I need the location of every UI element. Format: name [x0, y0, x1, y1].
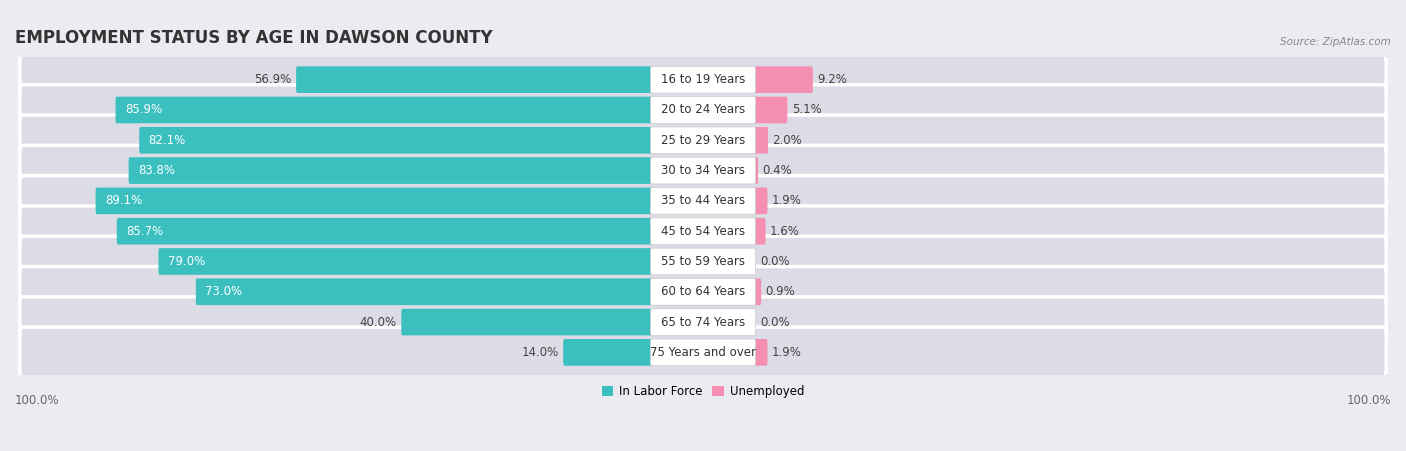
FancyBboxPatch shape	[297, 66, 652, 93]
FancyBboxPatch shape	[754, 339, 768, 366]
FancyBboxPatch shape	[20, 267, 1386, 317]
FancyBboxPatch shape	[651, 309, 755, 336]
FancyBboxPatch shape	[651, 66, 755, 93]
Text: 0.9%: 0.9%	[766, 285, 796, 298]
FancyBboxPatch shape	[20, 327, 1386, 377]
Text: 82.1%: 82.1%	[149, 134, 186, 147]
FancyBboxPatch shape	[20, 206, 1386, 257]
FancyBboxPatch shape	[754, 188, 768, 214]
FancyBboxPatch shape	[754, 278, 761, 305]
Text: 60 to 64 Years: 60 to 64 Years	[661, 285, 745, 298]
Text: 0.0%: 0.0%	[761, 255, 790, 268]
FancyBboxPatch shape	[651, 248, 755, 275]
FancyBboxPatch shape	[117, 218, 652, 244]
Legend: In Labor Force, Unemployed: In Labor Force, Unemployed	[602, 385, 804, 398]
Text: 30 to 34 Years: 30 to 34 Years	[661, 164, 745, 177]
FancyBboxPatch shape	[20, 297, 1386, 347]
FancyBboxPatch shape	[651, 188, 755, 214]
Text: 65 to 74 Years: 65 to 74 Years	[661, 316, 745, 329]
FancyBboxPatch shape	[20, 85, 1386, 135]
Text: 0.4%: 0.4%	[762, 164, 793, 177]
FancyBboxPatch shape	[195, 278, 652, 305]
FancyBboxPatch shape	[20, 175, 1386, 226]
Text: 9.2%: 9.2%	[817, 73, 848, 86]
FancyBboxPatch shape	[651, 127, 755, 154]
FancyBboxPatch shape	[651, 218, 755, 244]
FancyBboxPatch shape	[20, 55, 1386, 105]
Text: 100.0%: 100.0%	[15, 394, 59, 407]
FancyBboxPatch shape	[96, 188, 652, 214]
FancyBboxPatch shape	[754, 66, 813, 93]
Text: 83.8%: 83.8%	[138, 164, 174, 177]
FancyBboxPatch shape	[115, 97, 652, 123]
FancyBboxPatch shape	[651, 157, 755, 184]
FancyBboxPatch shape	[754, 127, 768, 154]
Text: 100.0%: 100.0%	[1347, 394, 1391, 407]
FancyBboxPatch shape	[651, 97, 755, 123]
Text: 40.0%: 40.0%	[360, 316, 396, 329]
FancyBboxPatch shape	[20, 115, 1386, 166]
Text: 1.9%: 1.9%	[772, 346, 801, 359]
Text: 35 to 44 Years: 35 to 44 Years	[661, 194, 745, 207]
Text: 56.9%: 56.9%	[254, 73, 291, 86]
Text: Source: ZipAtlas.com: Source: ZipAtlas.com	[1281, 37, 1391, 47]
Text: 75 Years and over: 75 Years and over	[650, 346, 756, 359]
Text: 55 to 59 Years: 55 to 59 Years	[661, 255, 745, 268]
FancyBboxPatch shape	[651, 339, 755, 366]
FancyBboxPatch shape	[564, 339, 652, 366]
Text: 85.9%: 85.9%	[125, 103, 162, 116]
FancyBboxPatch shape	[159, 248, 652, 275]
Text: 14.0%: 14.0%	[522, 346, 558, 359]
Text: 79.0%: 79.0%	[167, 255, 205, 268]
FancyBboxPatch shape	[401, 309, 652, 336]
FancyBboxPatch shape	[20, 145, 1386, 196]
Text: 45 to 54 Years: 45 to 54 Years	[661, 225, 745, 238]
Text: 73.0%: 73.0%	[205, 285, 242, 298]
Text: 85.7%: 85.7%	[127, 225, 163, 238]
FancyBboxPatch shape	[139, 127, 652, 154]
FancyBboxPatch shape	[754, 157, 758, 184]
FancyBboxPatch shape	[754, 218, 766, 244]
Text: 5.1%: 5.1%	[792, 103, 821, 116]
Text: 16 to 19 Years: 16 to 19 Years	[661, 73, 745, 86]
Text: EMPLOYMENT STATUS BY AGE IN DAWSON COUNTY: EMPLOYMENT STATUS BY AGE IN DAWSON COUNT…	[15, 29, 492, 47]
Text: 25 to 29 Years: 25 to 29 Years	[661, 134, 745, 147]
FancyBboxPatch shape	[754, 97, 787, 123]
Text: 1.9%: 1.9%	[772, 194, 801, 207]
FancyBboxPatch shape	[20, 236, 1386, 287]
Text: 20 to 24 Years: 20 to 24 Years	[661, 103, 745, 116]
Text: 1.6%: 1.6%	[770, 225, 800, 238]
Text: 89.1%: 89.1%	[105, 194, 142, 207]
Text: 0.0%: 0.0%	[761, 316, 790, 329]
FancyBboxPatch shape	[128, 157, 652, 184]
Text: 2.0%: 2.0%	[772, 134, 803, 147]
FancyBboxPatch shape	[651, 278, 755, 305]
